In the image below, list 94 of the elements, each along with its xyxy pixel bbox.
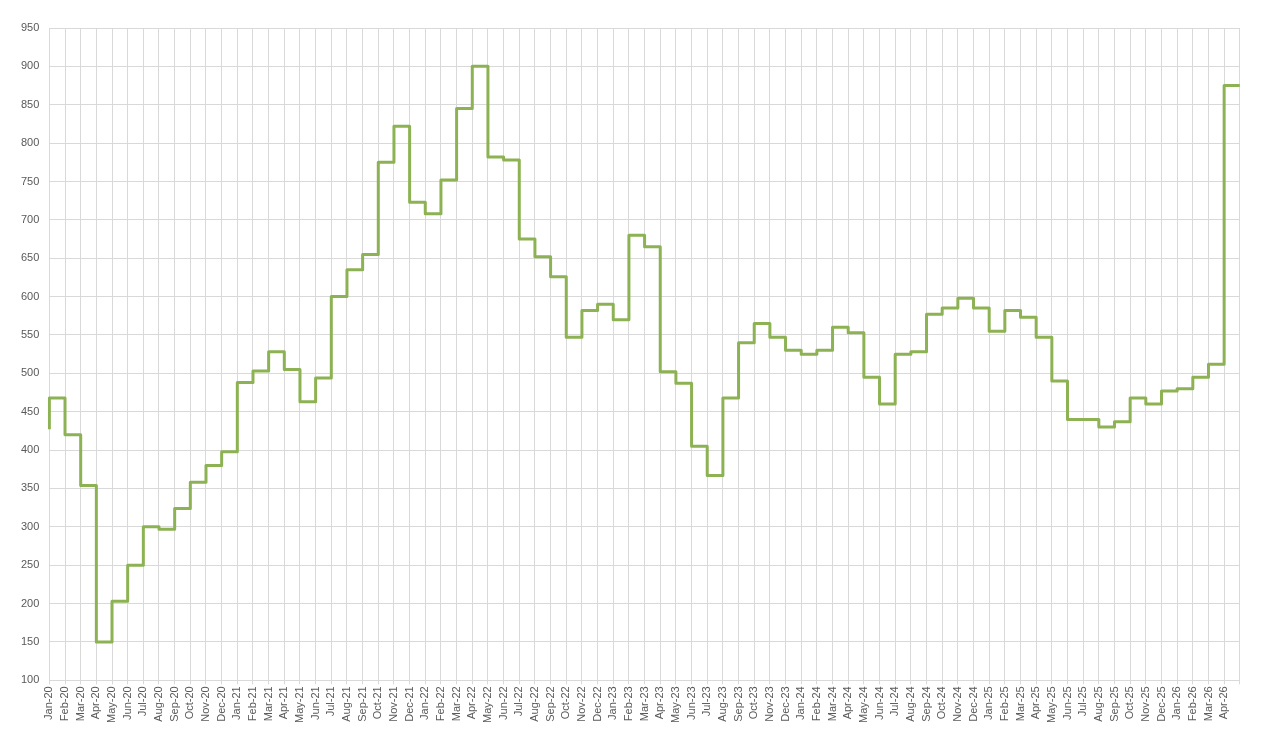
x-tick-label: Nov-23 [762,686,775,722]
y-tick-label: 950 [20,21,40,34]
x-tick-label: Mar-20 [73,686,86,722]
x-tick-label: Jan-23 [606,686,619,720]
x-tick-label: Sep-21 [355,686,368,722]
x-tick-label: Oct-25 [1123,686,1136,720]
x-tick-label: Aug-22 [527,686,540,722]
x-tick-label: Apr-21 [277,686,290,720]
x-tick-label: Jul-24 [888,686,901,717]
x-tick-label: Nov-20 [199,686,212,722]
x-tick-label: Dec-21 [402,686,415,722]
x-tick-label: Dec-20 [214,686,227,722]
x-tick-label: Jul-22 [512,686,525,717]
x-tick-label: Jan-25 [982,686,995,720]
x-tick-label: Jul-25 [1076,686,1089,717]
x-tick-label: Feb-20 [58,686,71,722]
x-tick-label: Dec-23 [778,686,791,722]
x-tick-label: Feb-26 [1185,686,1198,722]
x-tick-label: Jan-26 [1170,686,1183,720]
y-tick-label: 550 [20,328,40,341]
x-tick-label: Dec-24 [966,686,979,722]
x-tick-label: Apr-22 [465,686,478,720]
x-tick-label: Nov-25 [1138,686,1151,722]
x-tick-label: Dec-22 [590,686,603,722]
x-tick-label: Oct-20 [183,686,196,720]
y-tick-label: 750 [20,174,40,187]
x-tick-label: Mar-21 [261,686,274,722]
y-tick-label: 600 [20,289,40,302]
x-tick-label: Jun-23 [684,686,697,720]
x-tick-label: Nov-24 [950,686,963,722]
x-tick-label: Jul-20 [136,686,149,717]
x-tick-label: Aug-23 [715,686,728,722]
y-tick-label: 650 [20,251,40,264]
x-tick-label: Mar-25 [1013,686,1026,722]
y-tick-label: 500 [20,366,40,379]
x-tick-label: Jun-20 [120,686,133,720]
x-tick-label: Jan-24 [794,686,807,720]
x-tick-label: Sep-24 [919,686,932,722]
x-tick-label: Oct-22 [559,686,572,720]
x-tick-label: May-24 [856,686,869,724]
x-tick-label: Aug-24 [903,686,916,722]
x-tick-label: Oct-23 [747,686,760,720]
x-tick-label: Apr-26 [1217,686,1230,720]
x-tick-label: Mar-26 [1201,686,1214,722]
y-tick-label: 350 [20,481,40,494]
x-tick-label: Jun-22 [496,686,509,720]
x-tick-label: Feb-24 [809,686,822,722]
x-tick-label: Feb-23 [621,686,634,722]
x-tick-label: Oct-24 [935,686,948,720]
x-tick-label: Mar-22 [449,686,462,722]
x-tick-label: Feb-25 [997,686,1010,722]
x-tick-label: Feb-22 [433,686,446,722]
x-tick-label: Jun-21 [308,686,321,720]
y-tick-label: 250 [20,558,40,571]
x-tick-label: Dec-25 [1154,686,1167,722]
x-tick-label: Nov-21 [386,686,399,722]
x-tick-label: Jun-25 [1060,686,1073,720]
x-tick-label: May-23 [668,686,681,724]
x-tick-label: May-25 [1044,686,1057,724]
y-tick-label: 900 [20,59,40,72]
x-tick-label: Jan-22 [418,686,431,720]
x-tick-label: Jul-23 [700,686,713,717]
y-tick-label: 300 [20,519,40,532]
x-tick-label: Apr-20 [89,686,102,720]
x-tick-label: May-22 [480,686,493,724]
y-tick-label: 850 [20,97,40,110]
x-tick-label: Oct-21 [371,686,384,720]
y-tick-label: 100 [20,673,40,686]
x-tick-label: May-20 [105,686,118,724]
x-tick-label: Aug-21 [340,686,352,722]
x-tick-label: Sep-25 [1107,686,1120,722]
x-tick-label: Aug-20 [152,686,165,722]
y-tick-label: 200 [20,596,40,609]
x-tick-label: Nov-22 [574,686,587,722]
x-tick-label: Mar-23 [637,686,650,722]
y-tick-label: 400 [20,443,40,456]
x-tick-label: Sep-23 [731,686,744,722]
y-tick-label: 700 [20,212,40,225]
x-tick-label: Apr-23 [653,686,666,720]
x-tick-label: Jan-21 [230,686,243,720]
x-tick-label: Feb-21 [246,686,259,722]
x-tick-label: Sep-22 [543,686,556,722]
y-tick-label: 150 [20,634,40,647]
x-tick-label: Apr-24 [841,686,854,720]
x-tick-label: Apr-25 [1029,686,1042,720]
x-tick-label: Sep-20 [167,686,180,722]
x-tick-label: Mar-24 [825,686,838,722]
x-tick-label: Jan-20 [42,686,55,720]
y-tick-label: 450 [20,404,40,417]
x-tick-label: May-21 [293,686,305,724]
x-tick-label: Jul-21 [324,686,337,717]
y-tick-label: 800 [20,136,40,149]
x-tick-label: Aug-25 [1091,686,1104,722]
x-tick-label: Jun-24 [872,686,885,720]
